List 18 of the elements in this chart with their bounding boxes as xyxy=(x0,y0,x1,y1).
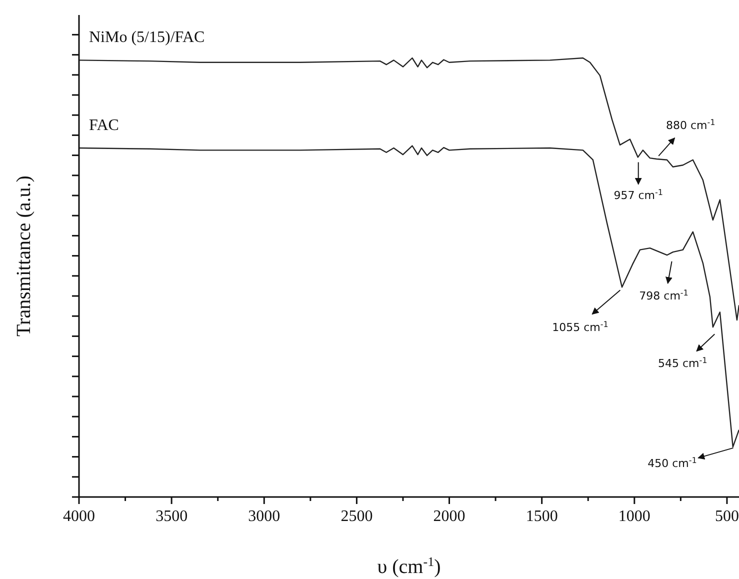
x-tick-label: 3500 xyxy=(156,508,188,525)
annotation: 1055 cm$^{-1}$ xyxy=(552,320,608,334)
annotation: 880 cm$^{-1}$ xyxy=(666,117,716,132)
x-tick-label: 2500 xyxy=(340,508,373,525)
x-tick-label: 500 xyxy=(714,508,739,525)
annotation: 545 cm$^{-1}$ xyxy=(658,356,708,370)
x-tick-label: 3000 xyxy=(248,508,280,525)
annotation: 450 cm$^{-1}$ xyxy=(648,455,697,470)
x-tick-label: 1000 xyxy=(618,508,650,525)
y-axis-title: Transmittance (a.u.) xyxy=(13,176,35,336)
x-tick-label: 1500 xyxy=(526,508,558,525)
series-label: FAC xyxy=(89,116,119,134)
x-tick-label: 2000 xyxy=(433,508,466,525)
x-axis-title: υ (cm$^{-1}$) xyxy=(377,554,441,578)
series-label: NiMo (5/15)/FAC xyxy=(89,29,205,46)
annotation: 798 cm$^{-1}$ xyxy=(639,288,688,302)
x-tick-label: 4000 xyxy=(63,508,95,525)
annotation: 957 cm$^{-1}$ xyxy=(614,188,663,202)
